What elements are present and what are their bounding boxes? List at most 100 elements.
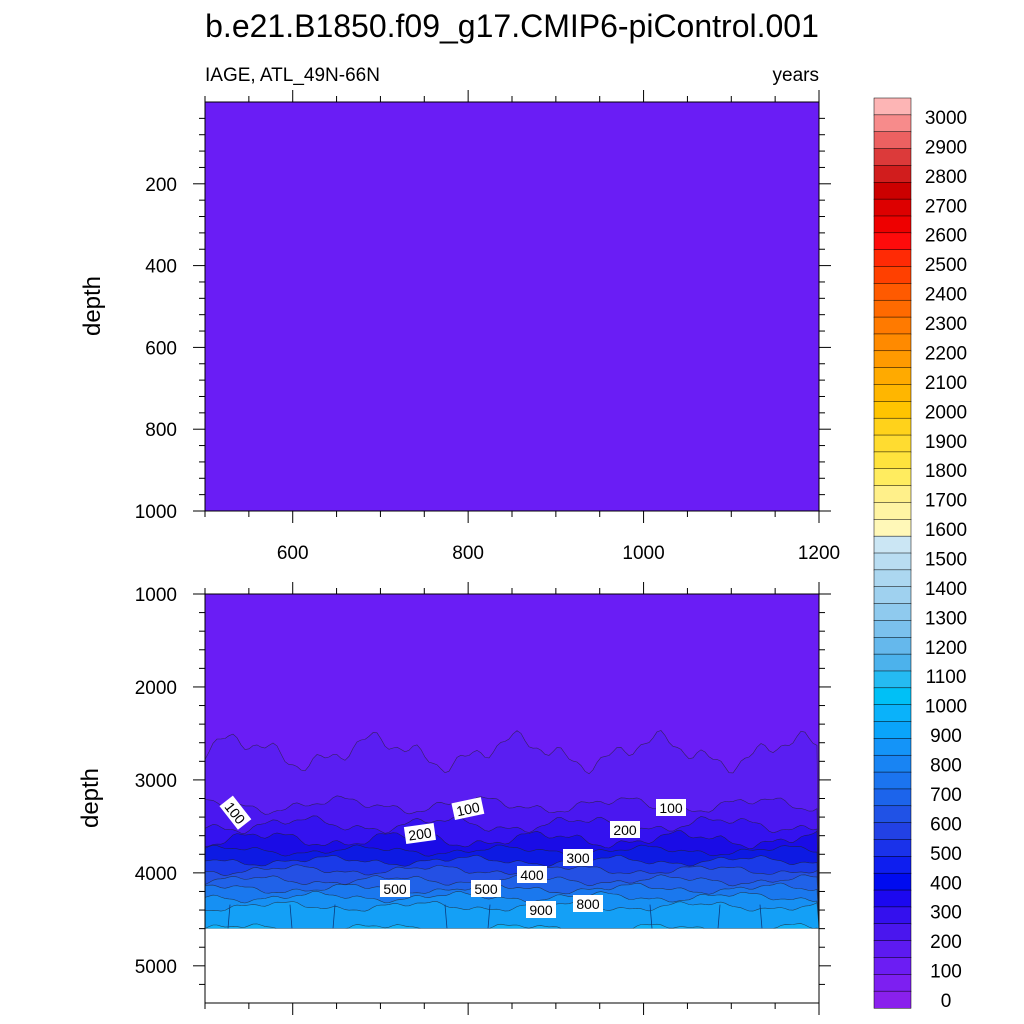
colorbar-label: 100 (930, 962, 962, 983)
colorbar-label: 2300 (925, 314, 967, 335)
colorbar-box (873, 552, 912, 571)
colorbar-box (873, 535, 912, 554)
colorbar-box (873, 401, 912, 419)
contour-cell-edge (487, 904, 491, 929)
contour-label: 800 (573, 895, 603, 912)
y-tick-label: 200 (145, 175, 177, 196)
contour-band-800 (205, 901, 819, 929)
colorbar-box (873, 198, 912, 217)
colorbar-box (873, 990, 912, 1009)
colorbar-box (873, 754, 912, 773)
y-tick-label: 3000 (135, 771, 177, 792)
y-tick-label: 1000 (135, 502, 177, 523)
colorbar-box (873, 519, 912, 537)
contour-cell-edge (717, 904, 721, 929)
colorbar-box (873, 451, 912, 470)
colorbar-box (873, 97, 912, 116)
y-tick-label: 1000 (135, 585, 177, 606)
colorbar-label: 600 (930, 814, 962, 835)
colorbar-box (873, 822, 912, 841)
colorbar-box (873, 283, 912, 301)
colorbar-boxes (873, 97, 912, 1009)
colorbar-box (873, 249, 912, 268)
x-tick-label: 1000 (622, 543, 664, 564)
contour-cell-edge (649, 904, 653, 929)
colorbar-box (873, 721, 912, 739)
colorbar-box (873, 434, 912, 453)
colorbar-box (873, 586, 912, 605)
colorbar-label: 2700 (925, 196, 967, 217)
colorbar-box (873, 502, 912, 520)
contour-label-text: 200 (407, 824, 433, 843)
contour-label-text: 500 (474, 881, 498, 897)
colorbar-label: 1900 (925, 432, 967, 453)
contour-label: 400 (517, 866, 547, 883)
colorbar-box (873, 687, 912, 706)
lower-y-axis-label: depth (77, 768, 104, 828)
contour-label-text: 800 (576, 896, 600, 912)
colorbar-box (873, 906, 912, 925)
colorbar-box (873, 367, 912, 386)
contour-cell-edge (759, 904, 763, 929)
colorbar-box (873, 670, 912, 689)
colorbar-box (873, 114, 912, 133)
colorbar-label: 3000 (925, 108, 967, 129)
upper-y-axis-label: depth (79, 276, 106, 336)
contour-label-text: 900 (529, 902, 553, 918)
contour-label: 900 (526, 901, 556, 918)
colorbar-labels: 3000290028002700260025002400230022002100… (925, 108, 967, 1012)
contour-label: 500 (471, 880, 501, 897)
colorbar-box (873, 350, 912, 369)
upper-right-label: years (773, 65, 819, 86)
colorbar-box (873, 266, 912, 284)
colorbar-label: 1700 (925, 491, 967, 512)
contour-label-text: 100 (659, 800, 683, 816)
colorbar-box (873, 485, 912, 503)
contour-cell-edge (444, 904, 448, 929)
colorbar-box (873, 856, 912, 874)
contour-label-text: 400 (520, 867, 544, 883)
colorbar-box (873, 923, 912, 942)
colorbar-label: 1300 (925, 608, 967, 629)
colorbar-label: 2600 (925, 226, 967, 247)
colorbar-label: 2900 (925, 137, 967, 158)
colorbar-label: 0 (941, 991, 952, 1012)
colorbar-box (873, 805, 912, 824)
contour-cell-edge (289, 904, 293, 929)
contour-label-text: 100 (455, 799, 481, 820)
colorbar-label: 2200 (925, 344, 967, 365)
colorbar-label: 1500 (925, 550, 967, 571)
contour-label: 100 (451, 797, 485, 820)
x-tick-label: 1200 (798, 543, 840, 564)
colorbar-box (873, 957, 912, 975)
colorbar: 3000290028002700260025002400230022002100… (873, 97, 967, 1012)
colorbar-label: 900 (930, 726, 962, 747)
colorbar-label: 1800 (925, 461, 967, 482)
colorbar-box (873, 316, 912, 335)
y-tick-label: 5000 (135, 957, 177, 978)
contour-cell-edge (227, 904, 231, 929)
contour-label-text: 300 (566, 850, 590, 866)
colorbar-label: 2800 (925, 167, 967, 188)
colorbar-box (873, 299, 912, 318)
colorbar-box (873, 940, 912, 958)
y-tick-label: 400 (145, 257, 177, 278)
colorbar-box (873, 974, 912, 992)
upper-ticks: 200 400 600 800 1000 600 800 1000 1200 (135, 90, 840, 564)
chart-title: b.e21.B1850.f09_g17.CMIP6-piControl.001 (205, 8, 819, 44)
colorbar-box (873, 215, 912, 234)
colorbar-box (873, 148, 912, 166)
colorbar-label: 1100 (926, 667, 967, 688)
missing-data-region (205, 928, 819, 1003)
lower-contour-bands (205, 594, 819, 1003)
colorbar-box (873, 889, 912, 908)
contour-label-text: 500 (383, 881, 407, 897)
colorbar-label: 700 (930, 785, 962, 806)
colorbar-label: 300 (930, 903, 962, 924)
colorbar-label: 400 (930, 873, 962, 894)
colorbar-box (873, 738, 912, 756)
colorbar-label: 1400 (925, 579, 967, 600)
lower-ticks: 1000 2000 3000 4000 5000 (135, 582, 831, 1015)
colorbar-label: 1600 (925, 520, 967, 541)
